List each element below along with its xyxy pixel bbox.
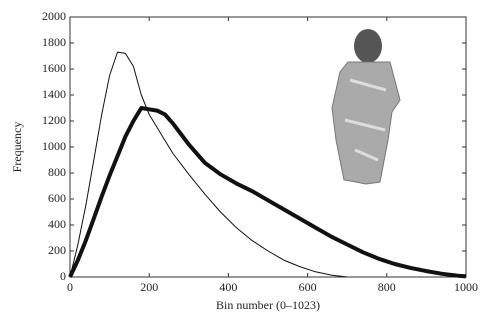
y-tick-label: 1000 [42,139,66,153]
x-tick-label: 0 [67,280,73,294]
y-tick-label: 800 [48,165,66,179]
y-tick-label: 1400 [42,87,66,101]
x-tick-label: 400 [219,280,237,294]
x-tick-label: 200 [140,280,158,294]
x-axis-label: Bin number (0–1023) [216,298,320,312]
y-axis-label: Frequency [10,122,24,173]
data-line [70,108,466,277]
y-tick-label: 1600 [42,61,66,75]
plot-frame [70,17,466,277]
x-tick-label: 600 [299,280,317,294]
x-tick-label: 800 [378,280,396,294]
y-tick-label: 1200 [42,113,66,127]
inset-photo [332,29,400,184]
y-tick-label: 200 [48,243,66,257]
y-tick-label: 0 [60,269,66,283]
x-tick-label: 1000 [454,280,478,294]
y-tick-label: 400 [48,217,66,231]
y-tick-label: 1800 [42,35,66,49]
y-tick-label: 2000 [42,9,66,23]
chart: Bin number (0–1023) Frequency 0 200 400 600… [0,0,483,318]
y-tick-label: 600 [48,191,66,205]
